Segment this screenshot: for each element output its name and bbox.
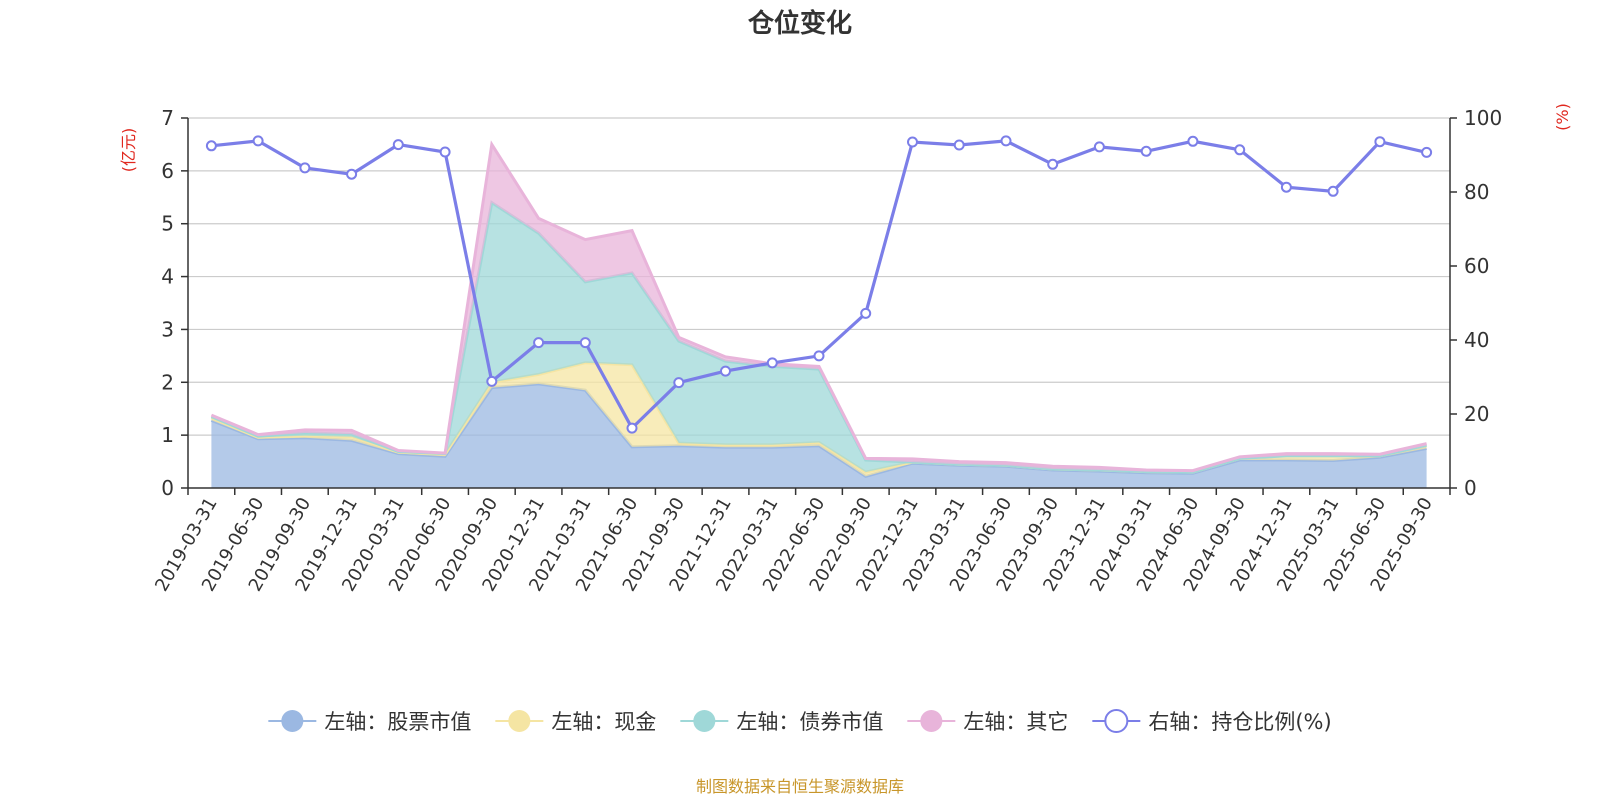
- left-tick-label: 2: [161, 370, 174, 394]
- legend-marker-左轴：其它: [920, 710, 943, 732]
- left-tick-label: 4: [161, 265, 174, 289]
- ratio-point: [1093, 141, 1105, 153]
- left-tick-label: 0: [161, 476, 174, 500]
- ratio-point: [1187, 135, 1199, 147]
- left-tick-label: 7: [161, 106, 174, 130]
- legend-marker-左轴：股票市值: [281, 710, 304, 732]
- ratio-point: [1374, 136, 1386, 148]
- ratio-point: [720, 365, 731, 377]
- right-tick-label: 20: [1464, 402, 1489, 426]
- ratio-point: [626, 422, 638, 434]
- ratio-point: [1140, 145, 1152, 157]
- ratio-point: [860, 307, 872, 319]
- legend-marker-右轴：持仓比例(%): [1104, 709, 1129, 733]
- ratio-point: [1000, 135, 1012, 147]
- ratio-point: [1280, 181, 1292, 193]
- legend: 左轴：股票市值 左轴：现金 左轴：债券市值 左轴：其它 右轴：持仓比例(%): [268, 709, 1332, 734]
- ratio-point: [1421, 146, 1433, 158]
- left-axis-unit: (亿元): [119, 128, 138, 173]
- ratio-point: [579, 337, 591, 349]
- ratio-point: [953, 139, 965, 151]
- left-tick-label: 6: [161, 159, 174, 183]
- ratio-point: [1047, 158, 1059, 170]
- ratio-point: [346, 168, 358, 180]
- area-edge-左轴：其它: [210, 140, 1427, 473]
- area-左轴：股票市值: [211, 383, 1427, 488]
- right-tick-label: 80: [1464, 180, 1489, 204]
- ratio-point: [1327, 185, 1339, 197]
- right-axis-unit: (%): [1553, 103, 1572, 131]
- ratio-point: [533, 337, 545, 349]
- ratio-point: [907, 136, 918, 148]
- legend-label: 左轴：债券市值: [736, 710, 883, 734]
- ratio-point: [205, 140, 217, 152]
- legend-label: 左轴：现金: [551, 710, 656, 734]
- ratio-point: [439, 146, 451, 158]
- legend-marker-左轴：债券市值: [693, 710, 716, 732]
- data-source-note: 制图数据来自恒生聚源数据库: [696, 777, 904, 796]
- ratio-point: [392, 139, 404, 151]
- legend-marker-左轴：现金: [508, 710, 531, 732]
- left-tick-label: 1: [161, 423, 174, 447]
- ratio-line-series: [205, 135, 1433, 434]
- chart-title: 仓位变化: [747, 8, 852, 39]
- ratio-point: [673, 377, 685, 389]
- ratio-point: [486, 375, 498, 387]
- area-左轴：债券市值: [211, 202, 1427, 473]
- legend-label: 左轴：股票市值: [324, 710, 471, 734]
- ratio-point: [252, 135, 264, 147]
- grid-lines: [188, 117, 1450, 436]
- stacked-areas: [210, 140, 1427, 488]
- ratio-point: [766, 357, 778, 369]
- ratio-point: [813, 350, 825, 362]
- right-tick-label: 60: [1464, 254, 1489, 278]
- right-tick-label: 40: [1464, 328, 1489, 352]
- legend-label: 左轴：其它: [963, 710, 1068, 734]
- left-tick-label: 3: [161, 317, 174, 341]
- ratio-point: [299, 162, 311, 174]
- legend-label: 右轴：持仓比例(%): [1148, 710, 1331, 734]
- ratio-point: [1234, 144, 1246, 156]
- right-tick-label: 0: [1464, 476, 1477, 500]
- left-tick-label: 5: [161, 212, 174, 236]
- right-tick-label: 100: [1464, 106, 1502, 130]
